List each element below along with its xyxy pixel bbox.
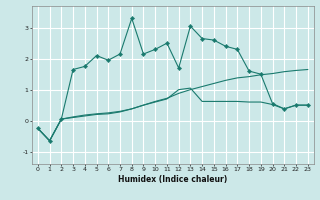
X-axis label: Humidex (Indice chaleur): Humidex (Indice chaleur): [118, 175, 228, 184]
